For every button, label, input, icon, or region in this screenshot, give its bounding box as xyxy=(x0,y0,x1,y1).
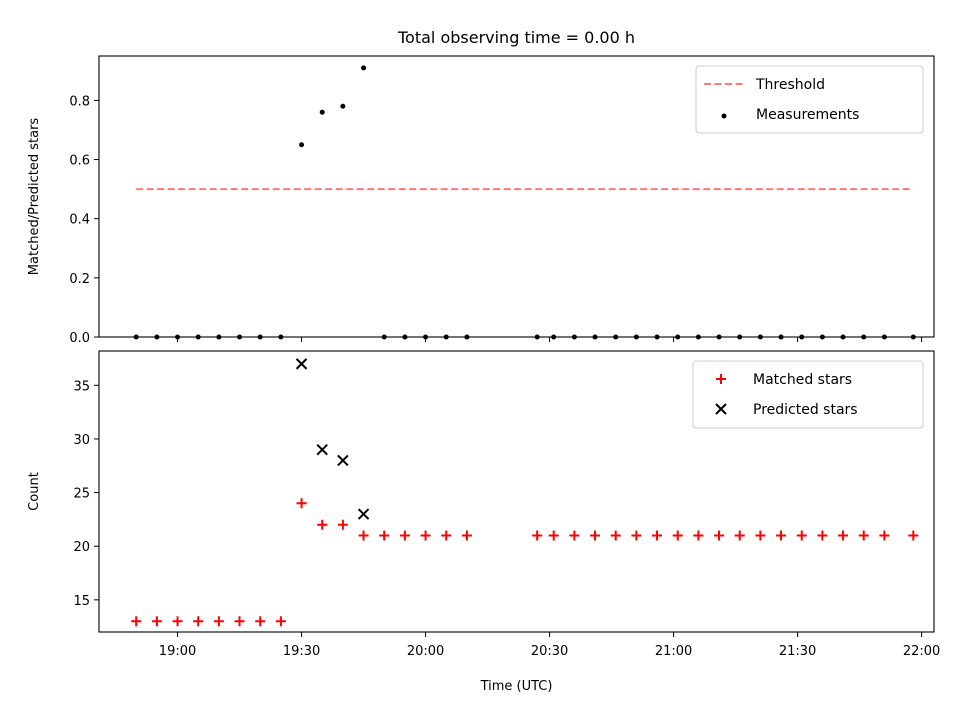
matched-star-point xyxy=(610,530,621,541)
x-axis-label: Time (UTC) xyxy=(480,679,553,694)
y-tick-label: 30 xyxy=(73,433,90,448)
legend: Threshold Measurements xyxy=(695,65,924,134)
x-tick-label: 21:00 xyxy=(655,644,692,659)
legend-label: Matched stars xyxy=(753,372,852,388)
matched-star-point xyxy=(275,616,286,627)
legend-label: Measurements xyxy=(756,107,859,123)
matched-star-point xyxy=(213,616,224,627)
legend: Matched stars Predicted stars xyxy=(692,360,924,429)
y-tick-label: 0.8 xyxy=(69,94,90,109)
measurement-point xyxy=(319,109,325,115)
matched-star-point xyxy=(672,530,683,541)
matched-star-point xyxy=(131,616,142,627)
y-tick-label: 35 xyxy=(73,379,90,394)
predicted-star-point xyxy=(316,443,328,456)
matched-star-point xyxy=(379,530,390,541)
predicted-star-point xyxy=(295,358,308,370)
legend-matched-swatch xyxy=(716,374,726,384)
matched-star-point xyxy=(420,530,431,541)
matched-star-point xyxy=(776,530,787,541)
matched-star-point xyxy=(151,616,162,627)
x-tick-label: 19:30 xyxy=(283,644,320,659)
matched-star-point xyxy=(858,530,869,541)
x-tick-label: 21:30 xyxy=(779,644,816,659)
y-tick-label: 25 xyxy=(73,487,90,502)
matched-star-point xyxy=(317,519,328,530)
predicted-star-point xyxy=(357,508,370,520)
matched-star-point xyxy=(693,530,704,541)
legend-label: Threshold xyxy=(755,77,825,93)
predicted-star-point xyxy=(337,454,349,467)
matched-star-point xyxy=(399,530,410,541)
matched-star-point xyxy=(590,530,601,541)
matched-star-point xyxy=(532,530,543,541)
x-tick-label: 19:00 xyxy=(159,644,196,659)
matched-star-point xyxy=(796,530,807,541)
matched-star-point xyxy=(548,530,559,541)
legend-box xyxy=(692,360,924,429)
y-tick-label: 0.6 xyxy=(69,154,90,169)
axes-frame xyxy=(98,350,935,633)
matched-star-point xyxy=(296,498,307,509)
y-tick-label: 15 xyxy=(73,594,90,609)
measurement-point xyxy=(340,103,346,109)
matched-star-point xyxy=(172,616,183,627)
plot-2: 15 20 25 30 35 19:00 19:30 20:00 20:30 21:00 21:30… xyxy=(27,350,940,694)
matched-star-point xyxy=(755,530,766,541)
matched-star-point xyxy=(908,530,919,541)
x-tick-label: 20:00 xyxy=(407,644,444,659)
axes-frame xyxy=(98,55,935,338)
matched-star-point xyxy=(714,530,725,541)
matched-star-point xyxy=(838,530,849,541)
legend-label: Predicted stars xyxy=(753,402,858,418)
matched-star-point xyxy=(461,530,472,541)
y-tick-label: 0.4 xyxy=(69,213,90,228)
matched-star-point xyxy=(631,530,642,541)
y-tick-label: 20 xyxy=(73,540,90,555)
matched-star-point xyxy=(234,616,245,627)
chart-title: Total observing time = 0.00 h xyxy=(397,28,635,47)
plot-1: Total observing time = 0.00 h 0.0 0.2 0.4 0.… xyxy=(27,28,935,346)
legend-predicted-swatch xyxy=(715,403,727,415)
x-tick-label: 20:30 xyxy=(531,644,568,659)
y-axis-label: Matched/Predicted stars xyxy=(27,118,42,276)
matched-star-point xyxy=(817,530,828,541)
measurement-point xyxy=(361,65,367,71)
y-tick-label: 0.0 xyxy=(69,331,90,346)
matched-star-point xyxy=(879,530,890,541)
measurement-point xyxy=(299,142,305,148)
matched-star-point xyxy=(569,530,580,541)
legend-measurement-swatch xyxy=(721,113,727,119)
matched-star-point xyxy=(734,530,745,541)
y-axis-label: Count xyxy=(27,472,42,511)
matched-star-point xyxy=(358,530,369,541)
matched-star-point xyxy=(255,616,266,627)
matched-star-point xyxy=(652,530,663,541)
matched-star-point xyxy=(441,530,452,541)
matched-star-point xyxy=(337,519,348,530)
x-tick-label: 22:00 xyxy=(903,644,940,659)
y-tick-label: 0.2 xyxy=(69,272,90,287)
legend-box xyxy=(695,65,924,134)
matched-star-point xyxy=(193,616,204,627)
